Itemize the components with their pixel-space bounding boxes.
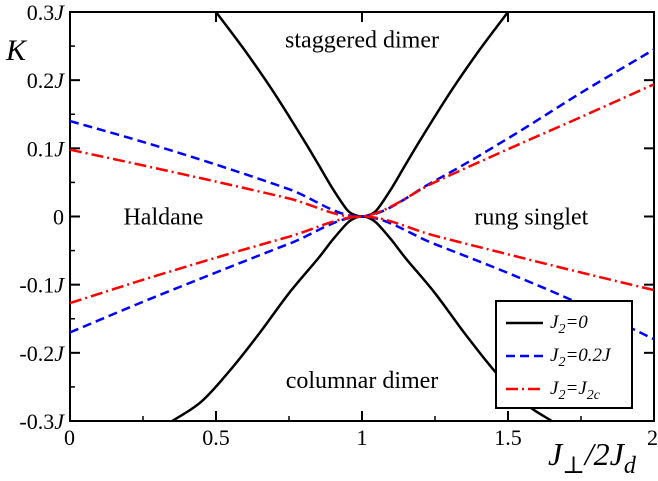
y-tick-label: 0.1J	[27, 136, 66, 161]
y-tick-number: -0.3	[19, 409, 54, 434]
y-tick-unit: J	[54, 0, 65, 25]
legend-label-part: 2	[558, 355, 565, 370]
y-tick-label: -0.3J	[19, 409, 65, 434]
region-label-haldane: Haldane	[123, 205, 203, 231]
legend-label-part: J	[550, 378, 560, 399]
legend-box	[495, 300, 633, 409]
x-tick-label: 0.5	[202, 425, 230, 450]
y-tick-label: -0.1J	[19, 273, 65, 298]
y-tick-unit: J	[54, 273, 65, 298]
legend-label-2: J2=J2c	[550, 378, 601, 403]
legend-label-part: =0	[565, 312, 588, 333]
region-labels: staggered dimer Haldane rung singlet column…	[123, 27, 588, 394]
y-tick-label: 0.3J	[27, 0, 66, 25]
x-axis-label-main: J	[548, 436, 564, 472]
region-label-columnar-dimer: columnar dimer	[286, 368, 439, 394]
legend-label-part: =0.2J	[565, 345, 612, 366]
x-tick-label: 2	[647, 425, 658, 450]
x-axis-label: J⊥/2Jd	[548, 436, 637, 479]
x-axis-label-mid: /2J	[583, 436, 626, 472]
legend-label-part: J	[550, 312, 560, 333]
legend-label-part: =J	[565, 378, 588, 399]
y-tick-label: 0.2J	[27, 68, 66, 93]
series-line-2-1	[69, 215, 655, 305]
series-curves	[69, 11, 655, 423]
series-line-1-1	[69, 215, 655, 341]
y-tick-number: 0.1	[27, 136, 55, 161]
series-line-2-0	[69, 83, 655, 219]
y-tick-label: 0	[53, 205, 64, 230]
x-tick-label: 0	[64, 425, 75, 450]
axis-ticks: 0 0.5 1 1.5 20.3J0.2J0.1J0-0.1J-0.2J-0.3J	[19, 0, 658, 450]
series-line-1-0	[69, 48, 655, 218]
y-tick-label: -0.2J	[19, 341, 65, 366]
y-tick-unit: J	[54, 409, 65, 434]
y-tick-number: 0	[53, 205, 64, 230]
region-label-staggered-dimer: staggered dimer	[285, 27, 439, 53]
legend-label-part: J	[550, 345, 560, 366]
legend-label-part: 2	[558, 388, 565, 403]
series-line-0-0	[215, 11, 363, 218]
legend-label-part: 2c	[587, 388, 601, 403]
y-tick-unit: J	[54, 341, 65, 366]
x-tick-label: 1	[357, 425, 368, 450]
x-tick-label: 1.5	[494, 425, 522, 450]
x-axis-label-sub1: ⊥	[562, 453, 585, 479]
y-tick-number: 0.3	[27, 0, 55, 25]
region-label-rung-singlet: rung singlet	[474, 205, 588, 231]
series-line-0-2	[171, 215, 363, 423]
y-axis-label: K	[5, 34, 28, 67]
y-tick-number: -0.1	[19, 273, 54, 298]
y-tick-unit: J	[54, 136, 65, 161]
y-tick-number: -0.2	[19, 341, 54, 366]
legend-label-0: J2=0	[550, 312, 588, 337]
x-axis-label-sub2: d	[624, 453, 637, 479]
y-tick-number: 0.2	[27, 68, 55, 93]
legend-label-part: 2	[558, 322, 565, 337]
y-tick-unit: J	[54, 68, 65, 93]
legend-label-1: J2=0.2J	[550, 345, 612, 370]
